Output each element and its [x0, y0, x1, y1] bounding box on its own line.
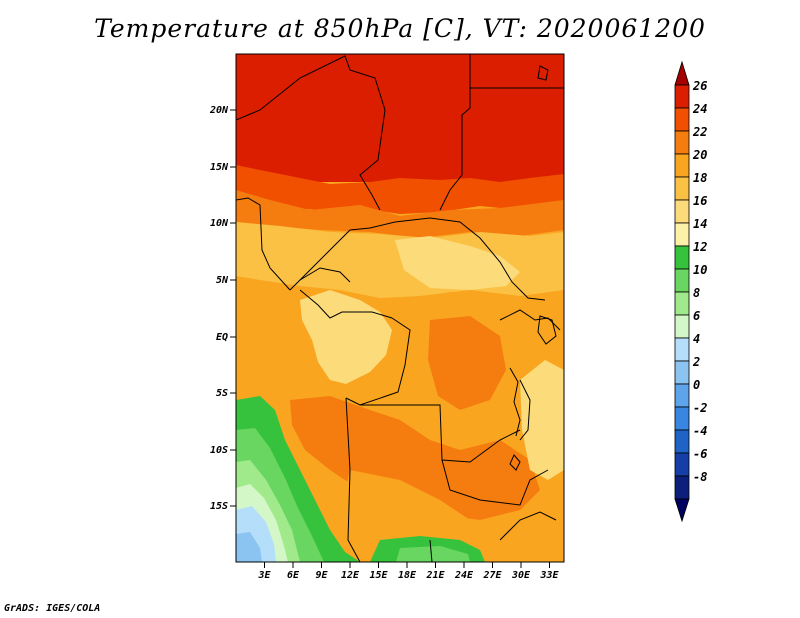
lon-tick-label: 33E [539, 570, 559, 581]
colorbar-label: 10 [693, 263, 707, 277]
grads-credit: GrADS: IGES/COLA [4, 603, 101, 614]
colorbar-label: 14 [693, 217, 707, 231]
colorbar-swatch [674, 429, 690, 454]
colorbar-swatch [674, 475, 690, 500]
colorbar-swatch [674, 314, 690, 339]
lat-tick-label: 10N [210, 218, 229, 229]
colorbar-swatch [674, 84, 690, 109]
colorbar-swatch [674, 245, 690, 270]
region-transition-band [236, 165, 564, 214]
colorbar-label: 6 [693, 309, 700, 323]
colorbar-label: 4 [693, 332, 700, 346]
chart-title: Temperature at 850hPa [C], VT: 202006120… [94, 14, 706, 43]
lat-tick-label: 15S [210, 501, 228, 512]
colorbar-swatch [674, 337, 690, 362]
colorbar-label: 16 [693, 194, 707, 208]
colorbar-top-arrow [674, 60, 690, 86]
region-central-cool [395, 236, 520, 290]
colorbar-label: 8 [693, 286, 700, 300]
colorbar-swatch [674, 383, 690, 408]
lat-tick-label: 10S [210, 445, 228, 456]
lon-tick-label: 15E [369, 570, 388, 581]
colorbar-label: 0 [693, 378, 700, 392]
lon-tick-label: 27E [482, 570, 502, 581]
colorbar-swatch [674, 406, 690, 431]
lon-tick-label: 3E [257, 570, 271, 581]
colorbar-label: 12 [693, 240, 707, 254]
lon-tick-label: 6E [287, 570, 300, 581]
region-angola-warm [290, 396, 540, 520]
colorbar-bottom-arrow [674, 498, 690, 523]
lat-tick-label: 15N [210, 162, 229, 173]
region-south-lightgreen [396, 546, 470, 562]
colorbar-label: 2 [692, 355, 700, 369]
colorbar-label: 18 [693, 171, 707, 185]
colorbar-label: 20 [692, 148, 707, 162]
lat-tick-label: 5N [216, 275, 229, 286]
lon-tick-label: 12E [341, 570, 360, 581]
lon-tick-label: 30E [511, 570, 531, 581]
colorbar-swatch [674, 153, 690, 178]
colorbar-label: 22 [692, 125, 707, 139]
region-22-band [236, 190, 564, 238]
colorbar-swatch [674, 222, 690, 247]
colorbar-swatch [674, 291, 690, 316]
colorbar-label: 24 [692, 102, 707, 116]
lat-tick-label: 20N [209, 105, 229, 116]
lat-tick-label: 5S [216, 388, 228, 399]
lon-tick-label: 9E [315, 570, 328, 581]
lon-tick-label: 21E [425, 570, 445, 581]
country-borders [236, 54, 564, 562]
colorbar-swatch [674, 268, 690, 293]
colorbar-swatch [674, 452, 690, 477]
region-north-hot [236, 54, 564, 182]
colorbar-label: -8 [693, 470, 707, 484]
colorbar-swatch [674, 176, 690, 201]
region-gabon-cool [300, 290, 392, 384]
colorbar-label: -2 [693, 401, 707, 415]
lake-outlines [509, 65, 557, 471]
axis-ticks: 20N 15N 10N 5N EQ 5S 10S 15S 3E 6E 9E 12E 15E 18E 21E 2… [209, 105, 560, 581]
lon-tick-label: 24E [454, 570, 474, 581]
colorbar-swatch [674, 107, 690, 132]
colorbar-label: -4 [693, 424, 707, 438]
colorbar-swatch [674, 360, 690, 385]
plot-frame [235, 53, 565, 563]
region-east-lake [520, 360, 564, 480]
region-angola-mid [340, 470, 470, 556]
region-congo-hot-core [428, 316, 506, 410]
colorbar-label: 26 [692, 79, 707, 93]
colorbar-swatch [674, 130, 690, 155]
region-ocean-coldest [236, 532, 262, 562]
colorbar-label: -6 [693, 447, 707, 461]
lat-tick-label: EQ [216, 332, 228, 343]
colorbar-swatch [674, 199, 690, 224]
temperature-field [236, 54, 564, 562]
lon-tick-label: 18E [398, 570, 417, 581]
